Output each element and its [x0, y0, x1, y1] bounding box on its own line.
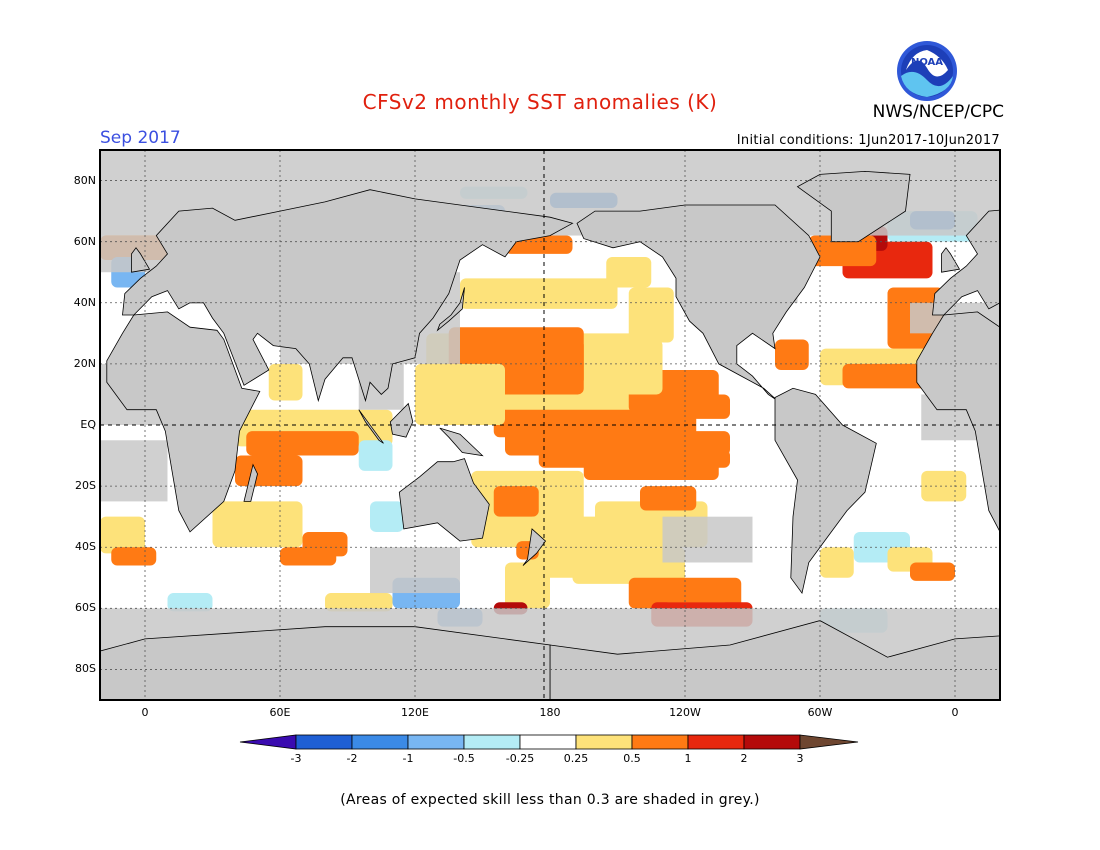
- land-borneo: [389, 402, 414, 438]
- land-madagascar: [243, 463, 258, 502]
- land-eurasia: [122, 189, 574, 403]
- anomaly-patch: [572, 547, 685, 584]
- lon-tick-label: 180: [539, 706, 561, 719]
- anomaly-patch: [268, 363, 303, 401]
- lat-tick-label: 80N: [73, 173, 96, 187]
- land-new-guinea: [439, 427, 484, 457]
- anomaly-patch: [662, 394, 730, 419]
- low-skill-region: [662, 516, 753, 563]
- lon-tick-label: 120E: [401, 706, 429, 719]
- lon-tick-label: 120W: [669, 706, 701, 719]
- colorbar-bin: [295, 734, 353, 750]
- anomaly-patch: [842, 363, 933, 389]
- anomaly-patch: [921, 470, 967, 502]
- anomaly-patch: [100, 516, 145, 554]
- anomaly-patch: [662, 583, 730, 603]
- colorbar-bin: [631, 734, 689, 750]
- land-eurasia: [932, 209, 1000, 316]
- land-new-zealand: [522, 528, 547, 566]
- anomaly-patch: [235, 455, 303, 487]
- colorbar-bin: [743, 734, 801, 750]
- colorbar-label: 3: [796, 752, 804, 765]
- colorbar-bin: [351, 734, 409, 750]
- anomaly-patch: [595, 339, 663, 395]
- land-sumatra: [358, 409, 384, 444]
- colorbar-label: -2: [346, 752, 358, 765]
- chart-title: CFSv2 monthly SST anomalies (K): [362, 90, 718, 114]
- colorbar-label: 0.25: [563, 752, 589, 765]
- anomaly-patch: [820, 547, 854, 578]
- anomaly-patch: [358, 440, 393, 471]
- land-north-america: [576, 204, 821, 401]
- anomaly-patch: [808, 235, 877, 267]
- anomaly-patch: [606, 256, 652, 288]
- colorbar-label: -3: [290, 752, 302, 765]
- lat-tick-label: EQ: [80, 418, 96, 431]
- anomaly-patch: [167, 593, 213, 612]
- land-japan: [436, 287, 465, 332]
- land-antarctica: [100, 626, 551, 700]
- logo-text: NOAA: [911, 57, 943, 68]
- land-antarctica: [549, 620, 1000, 700]
- colorbar-bin: [519, 734, 577, 750]
- colorbar-label: 1: [684, 752, 692, 765]
- colorbar-arrow-low: [239, 734, 297, 750]
- colorbar-label: -1: [402, 752, 414, 765]
- anomaly-patch: [325, 593, 393, 612]
- lat-tick-label: 60N: [73, 234, 96, 248]
- colorbar: [239, 734, 859, 750]
- lon-tick-label: 60W: [807, 706, 833, 719]
- anomaly-patch: [640, 486, 697, 511]
- colorbar-arrow-high: [799, 734, 859, 750]
- anomaly-patch: [246, 431, 359, 456]
- colorbar-bin: [687, 734, 745, 750]
- anomaly-patch: [212, 501, 303, 548]
- anomaly-patch: [415, 363, 505, 425]
- anomaly-patch: [111, 547, 157, 566]
- anomaly-patch: [628, 287, 674, 343]
- anomaly-patch: [280, 547, 337, 566]
- lat-tick-label: 80S: [75, 662, 96, 676]
- anomaly-patch: [460, 278, 618, 309]
- colorbar-bin: [463, 734, 521, 750]
- land-south-america: [774, 387, 877, 595]
- land-masses: [100, 170, 1068, 700]
- anomaly-patch: [910, 562, 955, 581]
- forecast-month: Sep 2017: [100, 128, 181, 148]
- anomaly-patch: [505, 562, 550, 609]
- anomaly-patch: [493, 339, 584, 386]
- lon-tick-label: 0: [141, 706, 149, 719]
- anomaly-patch: [583, 461, 719, 480]
- lat-tick-label: 20S: [75, 479, 96, 493]
- low-skill-region: [100, 440, 168, 502]
- lon-tick-label: 60E: [269, 706, 291, 719]
- anomaly-patch: [493, 486, 539, 517]
- anomaly-patch: [775, 339, 809, 370]
- colorbar-label: -0.5: [453, 752, 475, 765]
- org-label: NWS/NCEP/CPC: [872, 102, 1004, 122]
- land-madagascar: [1054, 465, 1068, 502]
- lat-tick-label: 40N: [73, 295, 96, 309]
- land-australia: [398, 458, 490, 542]
- colorbar-label: 0.5: [623, 752, 641, 765]
- colorbar-bin: [407, 734, 465, 750]
- lat-tick-label: 60S: [75, 601, 96, 615]
- initial-conditions: Initial conditions: 1Jun2017-10Jun2017: [736, 133, 1000, 148]
- anomaly-patch: [370, 501, 404, 532]
- colorbar-label: -0.25: [505, 752, 535, 765]
- colorbar-label: 2: [740, 752, 748, 765]
- map-frame: [99, 149, 1001, 701]
- land-greenland: [796, 170, 911, 243]
- land-africa: [916, 311, 1000, 533]
- footer-note: (Areas of expected skill less than 0.3 a…: [340, 792, 760, 808]
- lon-tick-label: 0: [951, 706, 959, 719]
- graticule: [100, 150, 1000, 700]
- lat-tick-label: 40S: [75, 540, 96, 554]
- noaa-logo: NOAA: [896, 40, 958, 102]
- lat-tick-label: 20N: [73, 356, 96, 370]
- colorbar-bin: [575, 734, 633, 750]
